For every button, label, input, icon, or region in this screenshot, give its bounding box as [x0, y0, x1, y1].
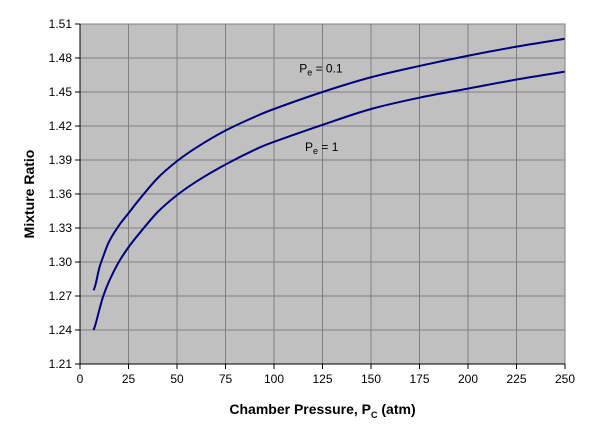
y-axis-title: Mixture Ratio — [21, 150, 37, 239]
x-tick-label: 225 — [506, 372, 526, 386]
x-tick-label: 200 — [458, 372, 478, 386]
x-tick-label: 175 — [409, 372, 429, 386]
y-tick-label: 1.30 — [49, 255, 73, 269]
x-tick-label: 0 — [77, 372, 84, 386]
x-tick-label: 150 — [361, 372, 381, 386]
series-line-1 — [92, 70, 566, 331]
y-tick-label: 1.33 — [49, 221, 73, 235]
series-annotations: Pe = 0.1 Pe = 1 — [299, 62, 343, 156]
tick-labels: 0 25 50 75 100 125 150 175 200 225 250 1.21 1.24 1.27… — [49, 17, 576, 386]
x-tick-label: 25 — [122, 372, 136, 386]
series-label-1: Pe = 1 — [305, 140, 339, 156]
y-tick-label: 1.21 — [49, 357, 73, 371]
y-tick-label: 1.36 — [49, 187, 73, 201]
y-tick-label: 1.27 — [49, 289, 73, 303]
y-tick-label: 1.39 — [49, 153, 73, 167]
y-tick-label: 1.42 — [49, 119, 73, 133]
x-tick-label: 125 — [312, 372, 332, 386]
y-tick-label: 1.45 — [49, 85, 73, 99]
series-line-0 — [92, 37, 566, 291]
x-tick-label: 50 — [170, 372, 184, 386]
x-axis-title: Chamber Pressure, PC (atm) — [229, 401, 415, 420]
x-tick-label: 100 — [264, 372, 284, 386]
series-lines — [92, 37, 566, 331]
x-tick-label: 250 — [555, 372, 575, 386]
x-tick-label: 75 — [219, 372, 233, 386]
series-label-0: Pe = 0.1 — [299, 62, 343, 78]
y-tick-label: 1.51 — [49, 17, 73, 31]
y-tick-label: 1.48 — [49, 51, 73, 65]
y-tick-label: 1.24 — [49, 323, 73, 337]
axes — [75, 23, 566, 369]
